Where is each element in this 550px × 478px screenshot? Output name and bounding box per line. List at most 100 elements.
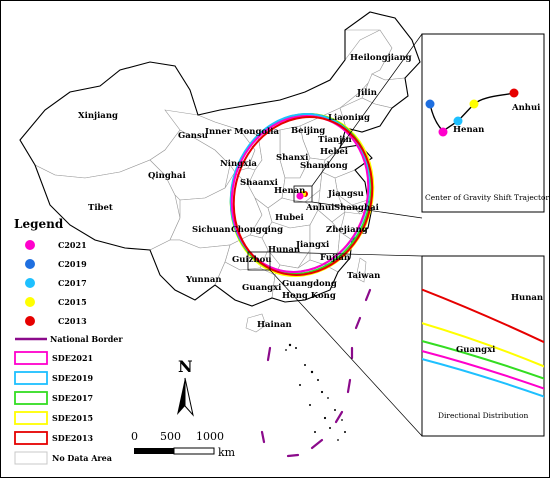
- label-qinghai: Qinghai: [148, 171, 186, 181]
- inset-directional: Hunan Guangxi Directional Distribution: [421, 255, 545, 437]
- label-shanxi: Shanxi: [276, 153, 309, 163]
- scale-tick-500: 500: [160, 430, 181, 443]
- label-hubei: Hubei: [275, 213, 305, 223]
- north-arrow: N: [177, 357, 194, 417]
- north-arrow-label: N: [178, 357, 193, 376]
- label-gansu: Gansu: [178, 131, 208, 141]
- scale-unit: km: [218, 446, 236, 459]
- label-heilongjiang: Heilongjiang: [350, 53, 412, 63]
- legend-c2021-label: C2021: [58, 240, 87, 250]
- sde-ellipses: [229, 113, 375, 277]
- directional-sde2021: [422, 350, 544, 390]
- legend-sde2013-label: SDE2013: [52, 433, 94, 443]
- china-landmass: [19, 11, 421, 333]
- label-anhui: Anhui: [305, 203, 335, 213]
- legend-c2021-marker: [25, 240, 35, 250]
- legend: Legend C2021 C2019 C2017 C2015 C2013 Nat…: [14, 217, 123, 465]
- label-hebei: Hebei: [320, 147, 349, 157]
- label-henan: Henan: [274, 186, 305, 196]
- trajectory-label-anhui: Anhui: [511, 103, 541, 113]
- trajectory-c2021: [438, 127, 448, 137]
- legend-sde2021-label: SDE2021: [52, 353, 93, 363]
- label-liaoning: Liaoning: [328, 113, 370, 123]
- label-shaanxi: Shaanxi: [240, 178, 279, 188]
- label-shanghai: Shanghai: [334, 203, 380, 213]
- scale-bar-white: [173, 447, 215, 455]
- directional-label-guangxi: Guangxi: [456, 345, 496, 355]
- legend-c2013-marker: [25, 316, 35, 326]
- label-shandong: Shandong: [300, 161, 348, 171]
- label-inner-mongolia: Inner Mongolia: [205, 127, 280, 137]
- legend-c2013-label: C2013: [58, 316, 87, 326]
- legend-sde2019-swatch: [14, 371, 48, 385]
- south-china-sea-islands: [285, 343, 346, 441]
- label-yunnan: Yunnan: [185, 275, 222, 285]
- north-arrow-right: [184, 377, 194, 417]
- china-outline: [19, 11, 421, 307]
- legend-sde2015-label: SDE2015: [52, 413, 93, 423]
- directional-sde2017: [422, 340, 544, 380]
- legend-c2015-marker: [25, 297, 35, 307]
- scale-tick-0: 0: [131, 430, 138, 443]
- legend-sde2021-swatch: [14, 351, 48, 365]
- scale-bar-black: [134, 448, 174, 454]
- legend-sde2013-swatch: [14, 431, 48, 445]
- label-hongkong: Hong Kong: [282, 291, 336, 301]
- legend-c2017-marker: [25, 278, 35, 288]
- inset-trajectory: Henan Anhui Center of Gravity Shift Traj…: [421, 33, 550, 213]
- scale-bar: 0 500 1000 km: [131, 430, 236, 459]
- province-taiwan: [355, 257, 367, 283]
- north-arrow-left: [177, 378, 185, 415]
- label-jiangsu: Jiangsu: [327, 189, 364, 199]
- label-hunan: Hunan: [268, 245, 300, 255]
- label-jiangxi: Jiangxi: [295, 240, 330, 250]
- label-taiwan: Taiwan: [347, 271, 380, 281]
- label-guangxi: Guangxi: [242, 283, 282, 293]
- trajectory-label-henan: Henan: [453, 125, 484, 135]
- legend-sde2017-swatch: [14, 391, 48, 405]
- label-fujian: Fujian: [320, 253, 350, 263]
- label-chongqing: Chongqing: [231, 225, 283, 235]
- legend-sde2015-swatch: [14, 411, 48, 425]
- legend-sde2017-label: SDE2017: [52, 393, 93, 403]
- label-guizhou: Guizhou: [232, 255, 272, 265]
- province-qinghai: [149, 129, 231, 201]
- legend-c2015-label: C2015: [58, 297, 87, 307]
- legend-nodata-swatch: [14, 451, 48, 465]
- trajectory-c2015: [469, 99, 479, 109]
- label-zhejiang: Zhejiang: [326, 225, 368, 235]
- directional-label-hunan: Hunan: [511, 293, 543, 303]
- label-jilin: Jilin: [356, 88, 377, 98]
- legend-title: Legend: [14, 217, 64, 231]
- province-hainan: [245, 313, 267, 333]
- national-border-dashes: [260, 288, 372, 458]
- inset-bottom-extent-box: [247, 251, 271, 271]
- inset-leader-lines: [269, 33, 423, 437]
- province-labels: Xinjiang Tibet Qinghai Gansu Inner Mongo…: [78, 53, 412, 330]
- trajectory-c2019: [425, 99, 435, 109]
- legend-border-label: National Border: [50, 334, 123, 344]
- legend-c2017-label: C2017: [58, 278, 87, 288]
- c2021-point: [296, 192, 304, 200]
- label-beijing: Beijing: [291, 126, 325, 136]
- trajectory-c2017: [453, 116, 463, 126]
- inset-trajectory-caption: Center of Gravity Shift Trajectory: [425, 193, 550, 202]
- label-tianjin: Tianjin: [318, 135, 352, 145]
- directional-sde2013: [422, 288, 544, 344]
- legend-c2019-marker: [25, 259, 35, 269]
- inset-top-extent-box: [293, 185, 313, 203]
- directional-sde2015: [422, 322, 544, 368]
- sde2013-ellipse: [232, 116, 374, 276]
- label-hainan: Hainan: [257, 320, 292, 330]
- trajectory-c2013: [509, 88, 519, 98]
- label-ningxia: Ningxia: [220, 159, 257, 169]
- legend-sde2019-label: SDE2019: [52, 373, 94, 383]
- legend-nodata-label: No Data Area: [52, 453, 112, 463]
- scale-tick-1000: 1000: [196, 430, 224, 443]
- legend-c2019-label: C2019: [58, 259, 87, 269]
- inset-directional-caption: Directional Distribution: [438, 411, 528, 420]
- gravity-centers: [247, 185, 313, 271]
- directional-sde2019: [422, 358, 544, 398]
- label-xinjiang: Xinjiang: [78, 111, 118, 121]
- label-tibet: Tibet: [88, 203, 113, 213]
